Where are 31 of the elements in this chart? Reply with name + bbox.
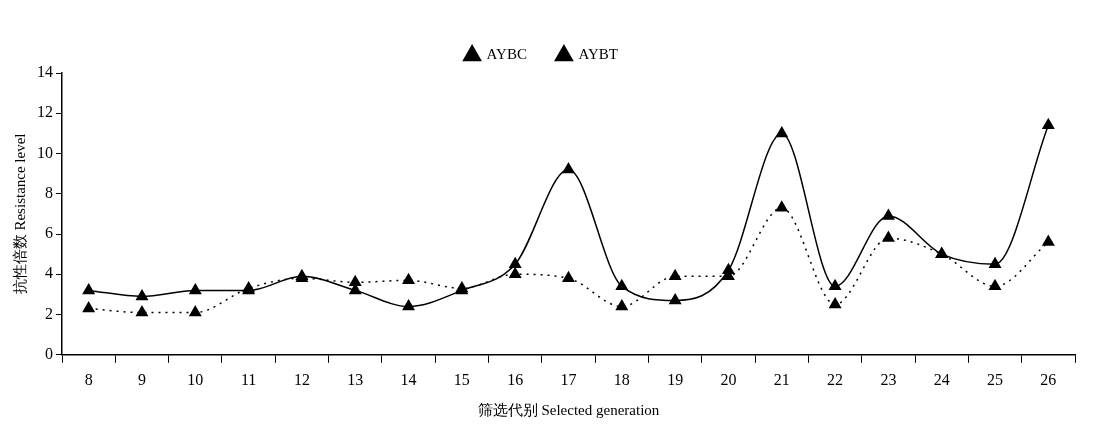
y-tick-label: 8 [45,183,53,201]
x-tick-label: 20 [720,370,737,388]
y-tick-label: 6 [45,224,53,242]
x-tick-label: 26 [1040,370,1057,388]
y-tick-label: 4 [45,264,53,282]
x-tick-label: 22 [827,370,844,388]
y-tick-label: 2 [45,304,53,322]
x-tick-label: 11 [240,370,257,388]
legend-label: AYBC [486,46,527,63]
x-axis-title: 筛选代别 Selected generation [477,401,660,418]
x-tick-label: 9 [137,370,146,388]
x-tick-label: 10 [187,370,204,388]
x-tick-label: 16 [507,370,524,388]
x-tick-label: 21 [773,370,790,388]
y-axis-title: 抗性倍数 Resistance level [11,133,28,295]
x-tick-label: 25 [987,370,1004,388]
y-tick-label: 10 [37,143,53,161]
x-tick-label: 19 [667,370,684,388]
x-tick-label: 8 [84,370,93,388]
x-tick-label: 23 [880,370,897,388]
y-tick-label: 0 [45,345,53,362]
x-tick-label: 13 [347,370,364,388]
x-tick-label: 24 [933,370,950,388]
x-tick-label: 17 [560,370,577,388]
x-tick-label: 18 [613,370,630,388]
x-tick-label: 12 [293,370,310,388]
x-tick-label: 15 [453,370,470,388]
legend-label: AYBT [578,46,618,63]
y-tick-label: 12 [37,103,53,121]
x-tick-label: 14 [400,370,417,388]
y-tick-label: 14 [37,63,53,81]
